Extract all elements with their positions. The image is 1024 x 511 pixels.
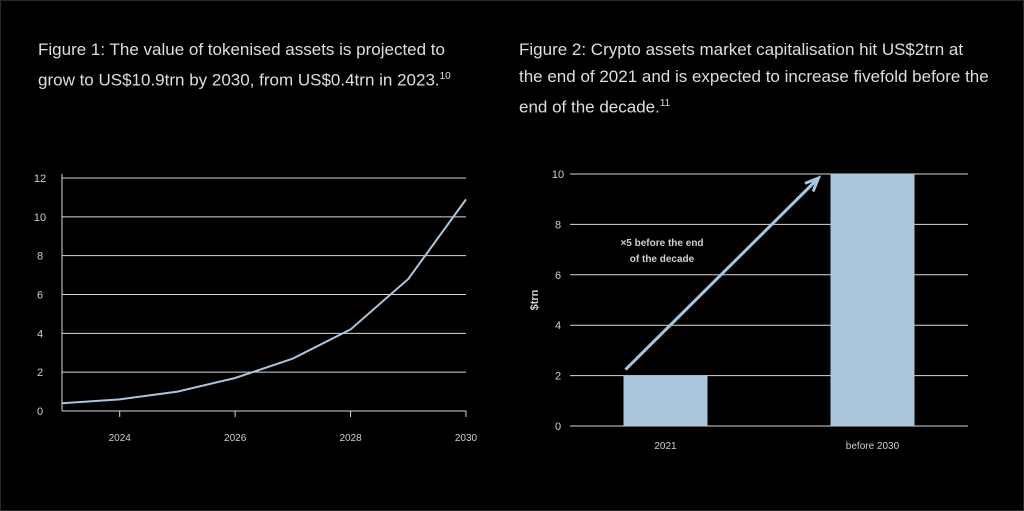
fig1-y-tick-4: 4: [37, 328, 43, 340]
figure2-title: Figure 2: Crypto assets market capitalis…: [519, 40, 989, 117]
fig1-y-tick-10: 10: [34, 212, 46, 224]
fig2-growth-arrow: [624, 178, 818, 371]
fig2-x-tick-before-2030: before 2030: [846, 441, 900, 452]
figure1-title-ref: 10: [439, 71, 451, 82]
figure2-chart: 0 2 4 6 8 10 $trn 2021 before 2030 ×5 before the …: [529, 169, 968, 452]
fig2-bar-before-2030: [830, 174, 915, 426]
figure2-title-ref: 11: [659, 98, 671, 109]
fig1-series-line: [61, 198, 467, 405]
fig1-x-tick-2024: 2024: [109, 433, 132, 444]
fig1-x-tick-2028: 2028: [339, 433, 362, 444]
figure1-title: Figure 1: The value of tokenised assets …: [38, 40, 451, 90]
fig1-y-tick-2: 2: [37, 367, 43, 379]
fig2-x-tick-2021: 2021: [654, 441, 677, 452]
fig2-y-tick-2: 2: [555, 371, 561, 383]
fig1-x-tick-2030: 2030: [455, 433, 478, 444]
fig1-y-tick-8: 8: [37, 251, 43, 263]
fig2-y-tick-10: 10: [552, 169, 564, 181]
fig2-y-tick-8: 8: [555, 219, 561, 231]
fig2-y-tick-4: 4: [555, 320, 561, 332]
fig1-y-tick-0: 0: [37, 406, 43, 418]
fig2-annotation-line1: ×5 before the end: [620, 238, 703, 249]
figure1-chart: 0 2 4 6 8 10 12 2024 2026 2028 2030: [34, 173, 478, 444]
fig1-y-tick-12: 12: [34, 173, 46, 185]
fig2-y-axis-label: $trn: [529, 289, 541, 310]
fig2-arrow-head: [804, 175, 822, 193]
fig2-y-tick-6: 6: [555, 270, 561, 282]
fig2-bar-2021: [623, 375, 708, 426]
fig2-annotation-line2: of the decade: [630, 254, 695, 265]
fig1-y-tick-6: 6: [37, 290, 43, 302]
fig1-x-tick-2026: 2026: [224, 433, 247, 444]
fig2-y-tick-0: 0: [555, 421, 561, 433]
